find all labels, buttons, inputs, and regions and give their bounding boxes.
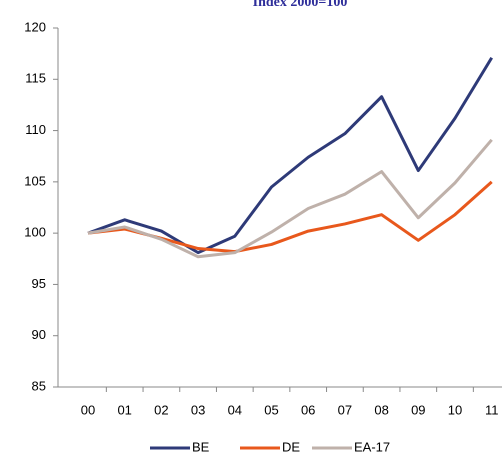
y-tick-label: 85 xyxy=(32,378,46,393)
x-tick-label: 07 xyxy=(338,402,352,417)
x-tick-label: 03 xyxy=(191,402,205,417)
x-tick-label: 10 xyxy=(448,402,462,417)
legend-label: DE xyxy=(282,439,300,454)
legend-label: BE xyxy=(192,439,210,454)
legend-label: EA-17 xyxy=(354,439,390,454)
x-tick-label: 01 xyxy=(117,402,131,417)
y-tick-label: 95 xyxy=(32,276,46,291)
series-line xyxy=(87,138,493,259)
y-tick-label: 90 xyxy=(32,327,46,342)
x-tick-label: 02 xyxy=(154,402,168,417)
x-tick-label: 04 xyxy=(228,402,242,417)
series-line xyxy=(87,56,493,255)
y-tick-label: 100 xyxy=(24,225,46,240)
y-tick-label: 105 xyxy=(24,173,46,188)
x-tick-label: 05 xyxy=(264,402,278,417)
x-tick-label: 00 xyxy=(81,402,95,417)
chart-title: Index 2000=100 xyxy=(253,0,348,10)
x-tick-label: 06 xyxy=(301,402,315,417)
x-tick-label: 08 xyxy=(374,402,388,417)
y-tick-label: 120 xyxy=(24,19,46,34)
x-tick-label: 09 xyxy=(411,402,425,417)
x-tick-label: 11 xyxy=(485,402,499,417)
y-tick-label: 115 xyxy=(25,71,46,86)
y-tick-label: 110 xyxy=(25,122,46,137)
series-line xyxy=(87,180,493,254)
